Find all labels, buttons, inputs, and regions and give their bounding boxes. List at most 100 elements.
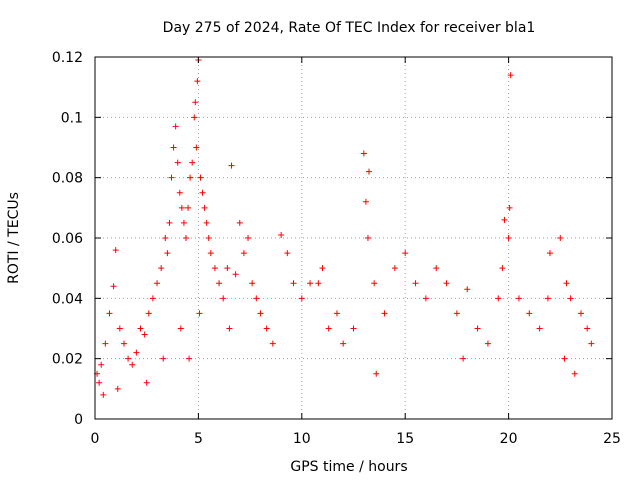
data-point bbox=[201, 204, 208, 211]
data-point bbox=[561, 355, 568, 362]
data-point bbox=[501, 216, 508, 223]
data-point bbox=[249, 280, 256, 287]
data-point bbox=[196, 310, 203, 317]
data-point bbox=[350, 325, 357, 332]
data-point bbox=[116, 325, 123, 332]
data-point bbox=[546, 250, 553, 257]
data-point bbox=[290, 280, 297, 287]
data-point bbox=[464, 286, 471, 293]
data-point bbox=[495, 295, 502, 302]
data-point bbox=[588, 340, 595, 347]
data-point bbox=[577, 310, 584, 317]
data-point bbox=[567, 295, 574, 302]
data-point bbox=[557, 235, 564, 241]
data-point bbox=[145, 310, 152, 317]
data-point bbox=[232, 271, 239, 278]
data-point bbox=[226, 325, 233, 332]
data-point bbox=[453, 310, 460, 317]
data-point bbox=[506, 204, 513, 211]
data-point bbox=[412, 280, 419, 287]
data-point bbox=[402, 250, 409, 257]
data-point bbox=[177, 325, 184, 332]
data-point bbox=[499, 265, 506, 272]
data-point bbox=[106, 310, 113, 317]
data-point bbox=[253, 295, 260, 302]
data-point bbox=[98, 361, 105, 368]
data-point bbox=[129, 361, 136, 368]
data-point bbox=[137, 325, 144, 332]
data-point bbox=[120, 340, 127, 347]
data-point bbox=[319, 265, 326, 272]
data-point bbox=[360, 150, 367, 157]
data-point bbox=[563, 280, 570, 287]
data-point bbox=[245, 235, 252, 241]
data-point bbox=[433, 265, 440, 272]
data-point bbox=[263, 325, 270, 332]
data-point bbox=[112, 247, 119, 254]
data-point bbox=[240, 250, 247, 257]
x-tick-label: 20 bbox=[500, 431, 518, 447]
data-point bbox=[505, 235, 512, 241]
data-point bbox=[474, 325, 481, 332]
data-point bbox=[443, 280, 450, 287]
data-point bbox=[526, 310, 533, 317]
data-point bbox=[180, 219, 187, 226]
data-point bbox=[164, 250, 171, 257]
data-point bbox=[102, 340, 109, 347]
data-point bbox=[507, 72, 514, 79]
data-point bbox=[133, 349, 140, 356]
data-point bbox=[162, 235, 169, 241]
data-point bbox=[571, 370, 578, 377]
data-point bbox=[584, 325, 591, 332]
data-point bbox=[544, 295, 551, 302]
data-point bbox=[391, 265, 398, 272]
data-point bbox=[187, 174, 194, 181]
data-point bbox=[269, 340, 276, 347]
data-point bbox=[484, 340, 491, 347]
data-points bbox=[94, 57, 595, 398]
data-point bbox=[333, 310, 340, 317]
x-tick-label: 10 bbox=[293, 431, 311, 447]
data-point bbox=[298, 295, 305, 302]
data-point bbox=[141, 331, 148, 338]
data-point bbox=[182, 235, 189, 241]
plot-frame bbox=[94, 56, 613, 420]
data-point bbox=[143, 379, 150, 386]
data-point bbox=[186, 355, 193, 362]
data-point bbox=[166, 219, 173, 226]
data-point bbox=[176, 189, 183, 196]
data-point bbox=[203, 219, 210, 226]
data-point bbox=[96, 379, 103, 386]
y-tick-label: 0.06 bbox=[52, 231, 83, 247]
data-point bbox=[172, 123, 179, 130]
data-point bbox=[515, 295, 522, 302]
chart-title: Day 275 of 2024, Rate Of TEC Index for r… bbox=[163, 20, 536, 36]
data-point bbox=[158, 265, 165, 272]
data-point bbox=[422, 295, 429, 302]
x-tick-label: 5 bbox=[194, 431, 203, 447]
data-point bbox=[284, 250, 291, 257]
data-point bbox=[340, 340, 347, 347]
x-axis-label: GPS time / hours bbox=[290, 459, 407, 475]
data-point bbox=[228, 162, 235, 169]
data-point bbox=[110, 283, 117, 290]
y-axis-label: ROTI / TECUs bbox=[6, 192, 22, 284]
x-tick-label: 0 bbox=[91, 431, 100, 447]
data-point bbox=[220, 295, 227, 302]
data-point bbox=[373, 370, 380, 377]
y-tick-label: 0.08 bbox=[52, 171, 83, 187]
data-point bbox=[168, 174, 175, 181]
data-point bbox=[189, 159, 196, 166]
data-point bbox=[381, 310, 388, 317]
y-tick-label: 0.1 bbox=[61, 110, 83, 126]
y-tick-label: 0.04 bbox=[52, 291, 83, 307]
data-point bbox=[325, 325, 332, 332]
data-point bbox=[364, 235, 371, 241]
data-point bbox=[278, 231, 285, 238]
data-point bbox=[371, 280, 378, 287]
data-point bbox=[185, 204, 192, 211]
data-point bbox=[216, 280, 223, 287]
data-point bbox=[460, 355, 467, 362]
y-tick-label: 0.02 bbox=[52, 352, 83, 368]
data-point bbox=[366, 168, 373, 175]
